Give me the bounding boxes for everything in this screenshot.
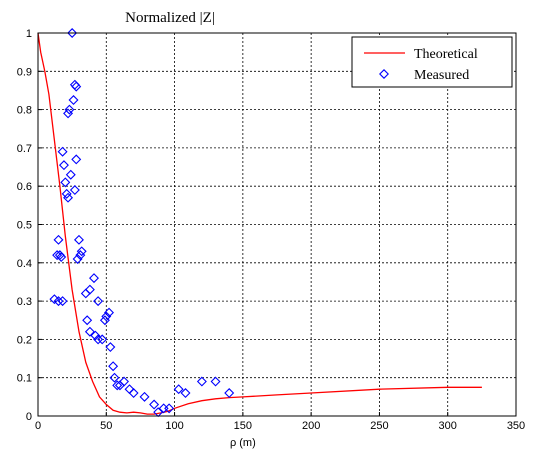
y-tick-label: 1 [26, 28, 32, 40]
data-point-measured [76, 246, 87, 257]
data-point-measured [57, 146, 68, 157]
data-point-measured [53, 296, 64, 307]
data-point-measured [119, 376, 130, 387]
y-tick-label: 0.6 [17, 181, 32, 193]
data-point-measured [63, 192, 74, 203]
data-point-measured [149, 399, 160, 410]
legend-label-theoretical: Theoretical [414, 47, 478, 62]
data-point-measured [210, 376, 221, 387]
data-point-measured [101, 311, 112, 322]
plot-frame [37, 32, 517, 417]
data-point-measured [93, 334, 104, 345]
data-point-measured [89, 273, 99, 284]
data-point-measured [72, 253, 83, 264]
tick-layer: 0 50 100 150 200 250 300 350 0 0.1 0.2 0.3 0.4 0.5 0.6… [17, 28, 525, 432]
y-tick-label: 0.1 [17, 373, 32, 385]
data-point-measured [90, 330, 101, 341]
data-point-measured [124, 384, 135, 395]
x-tick-label: 200 [302, 420, 320, 432]
x-axis-label: ρ (m) [230, 437, 256, 449]
legend: Theoretical Measured [351, 36, 513, 88]
data-point-measured [84, 284, 95, 295]
data-point-measured [114, 380, 125, 391]
data-point-measured [53, 234, 64, 245]
data-point-measured [71, 154, 82, 165]
data-point-measured [71, 81, 82, 92]
data-point-measured [196, 376, 207, 387]
data-point-measured [69, 185, 80, 196]
x-tick-label: 100 [165, 420, 183, 432]
data-point-measured [173, 384, 184, 395]
legend-box [351, 36, 513, 88]
data-point-measured [61, 188, 72, 199]
data-point-measured [52, 250, 63, 261]
y-tick-label: 0.2 [17, 334, 32, 346]
data-point-measured [75, 250, 86, 261]
legend-label-measured: Measured [414, 68, 469, 83]
data-point-measured [108, 361, 119, 372]
x-tick-label: 350 [507, 420, 525, 432]
grid-layer [38, 33, 516, 416]
data-point-measured [73, 234, 84, 245]
data-point-measured [224, 388, 235, 398]
data-point-measured [105, 342, 116, 353]
series-line-theoretical [37, 32, 482, 415]
x-tick-label: 50 [100, 420, 112, 432]
data-point-measured [109, 372, 120, 383]
data-point-measured [180, 388, 191, 398]
y-tick-label: 0.7 [17, 143, 32, 155]
data-point-measured [164, 403, 175, 414]
y-tick-label: 0.8 [17, 105, 32, 117]
series-layer [37, 28, 482, 418]
y-tick-label: 0.9 [17, 66, 32, 78]
data-point-measured [58, 160, 69, 171]
y-tick-label: 0.3 [17, 296, 32, 308]
chart-title: Normalized |Z| [125, 10, 215, 26]
y-tick-label: 0.4 [17, 258, 32, 270]
data-point-measured [80, 288, 91, 299]
y-tick-label: 0.5 [17, 220, 32, 232]
data-point-measured [63, 108, 74, 119]
data-point-measured [57, 296, 68, 307]
data-point-measured [65, 169, 76, 180]
legend-marker-measured [379, 69, 389, 79]
data-point-measured [104, 307, 114, 318]
data-point-measured [128, 388, 139, 398]
data-point-measured [67, 28, 78, 38]
x-tick-label: 0 [35, 420, 41, 432]
data-point-measured [49, 294, 60, 305]
data-point-measured [60, 177, 71, 188]
data-point-measured [64, 104, 75, 115]
data-point-measured [139, 391, 150, 402]
data-point-measured [56, 252, 67, 263]
data-point-measured [97, 334, 108, 345]
data-point-measured [93, 296, 104, 307]
x-tick-label: 300 [439, 420, 457, 432]
data-point-measured [82, 315, 93, 326]
x-tick-label: 250 [370, 420, 388, 432]
data-point-measured [68, 95, 79, 106]
data-point-measured [153, 407, 164, 418]
x-tick-label: 150 [234, 420, 252, 432]
y-tick-label: 0 [26, 411, 32, 423]
data-point-measured [99, 315, 110, 326]
data-point-measured [84, 326, 95, 337]
data-point-measured [112, 380, 123, 391]
